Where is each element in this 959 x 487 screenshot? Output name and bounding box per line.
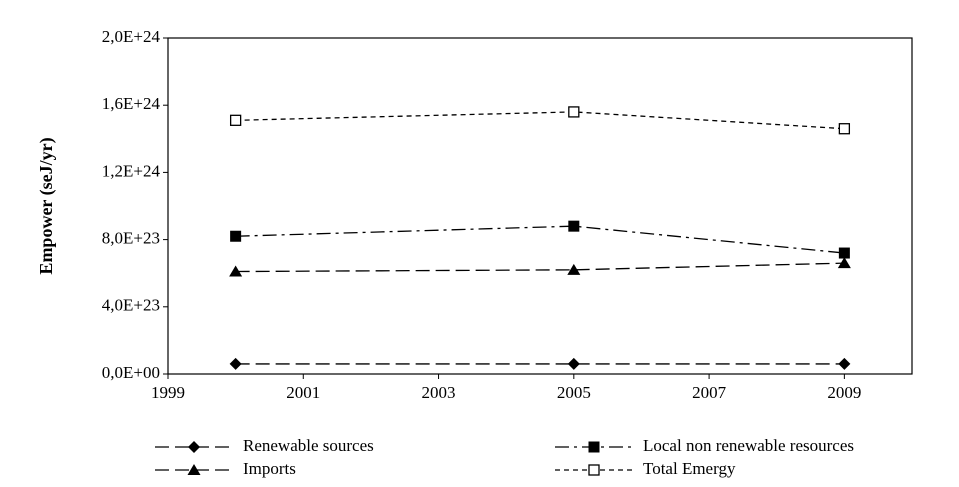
legend-marker [588, 441, 600, 453]
y-tick-label: 4,0E+23 [102, 296, 160, 315]
legend-label: Local non renewable resources [643, 436, 854, 455]
series-line [235, 262, 845, 273]
legend-marker [188, 441, 200, 453]
data-point [229, 265, 243, 277]
data-point [230, 230, 242, 242]
data-point [837, 257, 851, 269]
legend-marker [588, 464, 600, 476]
legend-label: Total Emergy [643, 459, 736, 478]
y-tick-label: 1,2E+24 [102, 161, 161, 180]
x-tick-label: 2003 [422, 383, 456, 402]
data-point [568, 106, 580, 118]
data-point [567, 263, 581, 275]
y-tick-label: 0,0E+00 [102, 363, 160, 382]
data-point [229, 114, 242, 126]
x-tick-label: 2007 [692, 383, 727, 402]
plot-frame [167, 37, 913, 375]
y-tick-label: 8,0E+23 [102, 229, 160, 248]
y-tick-label: 2,0E+24 [102, 27, 161, 46]
series-line [235, 111, 845, 130]
legend-label: Renewable sources [243, 436, 374, 455]
x-tick-label: 2009 [827, 383, 861, 402]
data-point [567, 357, 580, 370]
y-axis-label: Empower (seJ/yr) [36, 137, 57, 274]
x-tick-label: 2001 [286, 383, 320, 402]
x-tick-label: 2005 [557, 383, 591, 402]
x-tick-label: 1999 [151, 383, 185, 402]
data-point [838, 123, 851, 135]
data-point [838, 357, 851, 370]
data-point [568, 220, 580, 232]
data-point [838, 247, 850, 259]
legend-label: Imports [243, 459, 296, 478]
y-tick-label: 1,6E+24 [102, 94, 161, 113]
series-line [235, 225, 845, 254]
legend-marker [187, 464, 201, 475]
data-point [229, 357, 242, 370]
